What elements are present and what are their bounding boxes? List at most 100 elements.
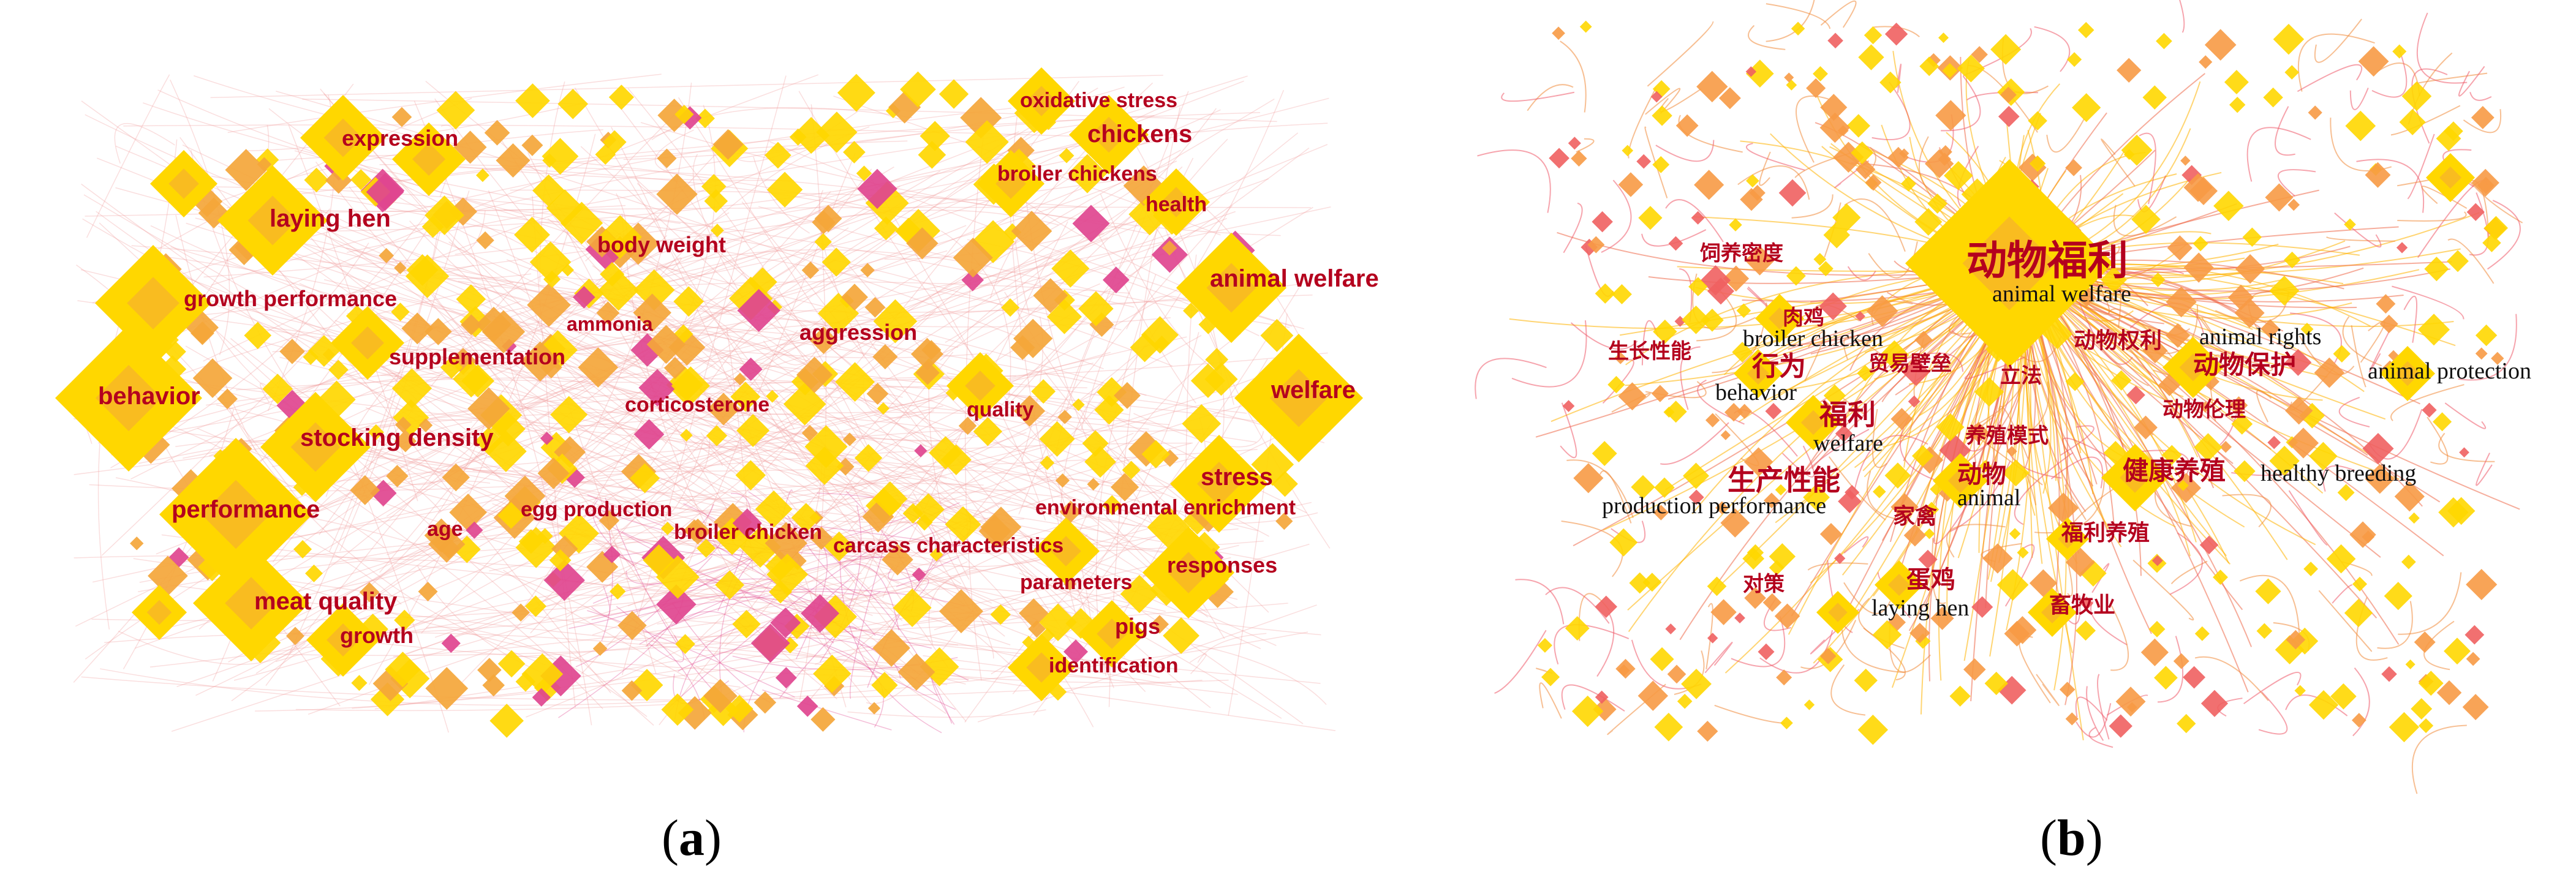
keyword-node [1776,669,1792,686]
keyword-node [482,310,526,354]
network-edge [2476,453,2493,486]
keyword-node [1974,377,2004,407]
keyword-node [600,261,625,287]
keyword-node [1707,633,1718,644]
keyword-node [2166,323,2191,348]
network-edge [1731,616,1786,668]
keyword-node [366,173,404,211]
keyword-node [2234,298,2265,328]
network-edge [1477,149,1551,213]
network-edge [685,328,927,447]
keyword-node [537,528,553,544]
keyword-node [165,341,186,363]
network-edge [2411,724,2467,794]
keyword-node [673,286,704,317]
keyword-node [2475,347,2488,360]
keyword-node [1864,26,1883,45]
keyword-node [1568,137,1581,150]
network-edge [231,175,983,702]
network-edge [1946,524,2006,558]
keyword-node [1865,174,1882,191]
network-edge [1791,194,1834,219]
keyword-node [2115,686,2146,717]
network-edge [114,123,175,164]
network-edge [1641,229,1707,247]
network-edge [682,170,941,281]
network-edge [97,250,948,444]
keyword-node [2284,396,2313,425]
keyword-node [456,284,486,314]
keyword-label: aggression [799,320,917,345]
panel-a-network: oxidative stress chickens expression bro… [55,67,1379,867]
network-edge [100,668,878,706]
keyword-node [1890,493,1919,521]
keyword-node [788,551,807,571]
network-edge [217,186,1135,308]
cn-keyword-label: 贸易壁垒 [1868,352,1952,376]
keyword-node [2422,402,2437,418]
cn-keyword-label: 家禽 [1893,504,1938,529]
keyword-label: expression [342,126,458,151]
keyword-node [608,85,634,110]
keyword-node [1204,363,1238,396]
keyword-node [1827,32,1843,49]
keyword-node [2256,623,2273,639]
network-edge [286,205,509,342]
keyword-node [2148,620,2166,637]
keyword-node [1990,34,2022,65]
network-edge [211,115,1155,286]
network-edge [150,225,575,350]
keyword-node [540,431,554,445]
keyword-node [537,457,570,489]
keyword-node [2267,435,2281,449]
hub-node-core [1090,116,1127,153]
network-edge [168,584,1112,680]
network-edge [574,87,948,668]
keyword-node [1916,446,1944,474]
hub-node-core [412,143,445,176]
keyword-node [732,609,761,639]
keyword-node [1629,572,1651,594]
keyword-node [873,299,918,344]
hub-node-core [351,326,384,359]
network-edge [92,108,1011,304]
keyword-node [2491,352,2504,365]
keyword-node [610,583,626,600]
network-edge [2194,656,2269,701]
keyword-node [192,358,233,398]
keyword-node [1033,278,1068,313]
keyword-node [836,457,855,476]
cn-keyword-label: 立法 [2000,364,2042,388]
hub-node-core [327,623,360,656]
keyword-label: pigs [1115,614,1160,639]
keyword-node [440,356,463,379]
keyword-node [1161,240,1177,256]
keyword-node [2213,570,2228,585]
network-edge [272,421,472,563]
keyword-node [2067,52,2082,67]
keyword-node [1820,94,1848,121]
keyword-node [897,653,935,691]
keyword-node [2326,544,2356,574]
network-edge [274,166,894,460]
keyword-node [578,347,619,388]
keyword-node [1571,695,1604,728]
keyword-node [2017,546,2029,558]
keyword-node [1592,211,1613,233]
keyword-node [733,372,747,386]
keyword-node [2459,447,2469,458]
keyword-node [2142,85,2167,110]
network-edge [1602,359,1634,404]
keyword-node [524,595,547,617]
cn-keyword-label: 养殖模式 [1965,424,2049,448]
keyword-label: broiler chicken [674,521,822,544]
keyword-label: welfare [1271,377,1356,404]
keyword-node [1696,70,1728,103]
keyword-node [725,694,754,723]
network-edge [2314,18,2362,63]
keyword-node [854,444,883,472]
keyword-node [1734,612,1745,623]
keyword-node [866,383,889,405]
network-edge [1100,194,1222,375]
keyword-node [496,143,531,178]
